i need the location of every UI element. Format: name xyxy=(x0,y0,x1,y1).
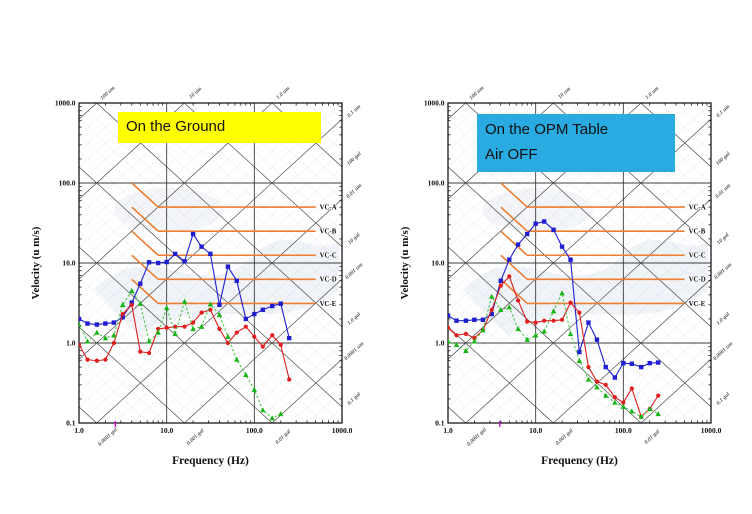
diagonal-guide-label: 0.001 gal xyxy=(186,428,206,447)
diagonal-guide-label: 100 gal xyxy=(346,151,363,167)
svg-text:100.0: 100.0 xyxy=(615,426,632,435)
series-green-triangles xyxy=(448,290,661,419)
svg-text:0.1: 0.1 xyxy=(435,419,445,428)
svg-text:1000.0: 1000.0 xyxy=(424,99,445,108)
diagonal-guide-label: 0.001 gal xyxy=(555,428,575,447)
series-red-circles xyxy=(79,302,292,382)
diagonal-guide-label: 10 um xyxy=(557,86,572,101)
vc-line-label: VC-A xyxy=(320,204,337,211)
diagonal-guide-label: 0.1 um xyxy=(715,103,731,119)
vc-line-label: VC-B xyxy=(320,228,337,235)
data-series xyxy=(79,231,292,421)
svg-text:10.0: 10.0 xyxy=(62,259,75,268)
vc-line-label: VC-A xyxy=(689,204,706,211)
diagonal-guide-label: 0.0001 um xyxy=(343,341,365,362)
diagonal-guide-label: 100 gal xyxy=(715,151,732,167)
svg-text:10.0: 10.0 xyxy=(160,426,173,435)
svg-text:10.0: 10.0 xyxy=(431,259,444,268)
y-axis-title: Velocity (u m/s) xyxy=(399,226,411,299)
diagonal-guide-label: 0.0001 gal xyxy=(466,427,488,448)
badge-line: Air OFF xyxy=(485,146,538,163)
x-axis-title: Frequency (Hz) xyxy=(172,455,249,467)
plot-frame xyxy=(447,102,712,424)
diagonal-guide-label: 100 um xyxy=(469,85,486,102)
diagonal-guide-label: 1.0 um xyxy=(275,85,291,101)
chart-plot-ground: VC-A VC-B VC-C VC-D VC-E 1.0 10.0 100.0 1000.0 0.… xyxy=(30,84,367,467)
series-green-triangles xyxy=(79,287,284,421)
vc-line-label: VC-B xyxy=(689,228,706,235)
plot-frame xyxy=(78,102,343,424)
series-blue-squares xyxy=(448,219,661,380)
diagonal-guide-label: 100 um xyxy=(100,85,117,102)
diagonal-guide-label: 0.1 gal xyxy=(716,391,732,406)
diagonal-guide-label: 1.0 gal xyxy=(347,311,363,326)
watermark xyxy=(463,188,708,335)
vc-line-label: VC-D xyxy=(689,277,706,284)
diagonal-guide-label: 10 um xyxy=(188,86,203,101)
svg-text:100.0: 100.0 xyxy=(428,179,445,188)
diagonal-guide-label: 0.001 um xyxy=(713,262,733,281)
diagonal-guide-label: 10 gal xyxy=(716,232,731,246)
diagonal-guide-label: 1.0 um xyxy=(644,85,660,101)
svg-text:10.0: 10.0 xyxy=(529,426,542,435)
svg-text:1000.0: 1000.0 xyxy=(55,99,76,108)
vc-line-label: VC-D xyxy=(320,277,337,284)
diagonal-guide-label: 1.0 gal xyxy=(716,311,732,326)
diagonal-guide-label: 0.1 gal xyxy=(347,391,363,406)
svg-text:100.0: 100.0 xyxy=(59,179,76,188)
data-series xyxy=(448,219,661,419)
axis-ticks xyxy=(448,103,711,423)
vc-chart-ground: VC-A VC-B VC-C VC-D VC-E 1.0 10.0 100.0 1000.0 0.… xyxy=(19,60,399,490)
badge-line: On the Ground xyxy=(126,118,226,135)
svg-text:1.0: 1.0 xyxy=(435,339,445,348)
axis-ticks xyxy=(79,103,342,423)
svg-text:1000.0: 1000.0 xyxy=(701,426,722,435)
diagonal-guide-label: 0.01 um xyxy=(714,182,732,199)
diagonal-guide-label: 0.01 um xyxy=(345,182,363,199)
diagonal-guide-label: 0.01 gal xyxy=(275,429,293,446)
vc-line-label: VC-E xyxy=(689,301,706,308)
y-axis-title: Velocity (u m/s) xyxy=(30,226,42,299)
chart-badge-ground: On the Ground xyxy=(118,112,321,143)
badge-line: On the OPM Table xyxy=(485,121,609,138)
svg-text:1.0: 1.0 xyxy=(66,339,76,348)
svg-text:1.0: 1.0 xyxy=(74,426,84,435)
vc-line-label: VC-C xyxy=(689,253,706,260)
diagonal-guide-label: 0.01 gal xyxy=(644,429,662,446)
diagonal-guide-label: 0.0001 um xyxy=(712,341,734,362)
chart-badge-opm-table: On the OPM Table Air OFF xyxy=(477,114,675,172)
diagonal-guide-label: 10 gal xyxy=(347,232,362,246)
svg-text:0.1: 0.1 xyxy=(66,419,76,428)
diagonal-guide-label: 0.0001 gal xyxy=(97,427,119,448)
diagonal-guide-label: 0.1 um xyxy=(346,103,362,119)
diagonal-guide-label: 0.001 um xyxy=(344,262,364,281)
series-blue-squares xyxy=(79,231,292,341)
vc-line-label: VC-C xyxy=(320,253,337,260)
svg-text:100.0: 100.0 xyxy=(246,426,263,435)
svg-text:1000.0: 1000.0 xyxy=(332,426,353,435)
svg-text:1.0: 1.0 xyxy=(443,426,453,435)
vc-criteria-lines: VC-A VC-B VC-C VC-D VC-E xyxy=(500,182,706,309)
x-axis-title: Frequency (Hz) xyxy=(541,455,618,467)
vc-line-label: VC-E xyxy=(320,301,337,308)
